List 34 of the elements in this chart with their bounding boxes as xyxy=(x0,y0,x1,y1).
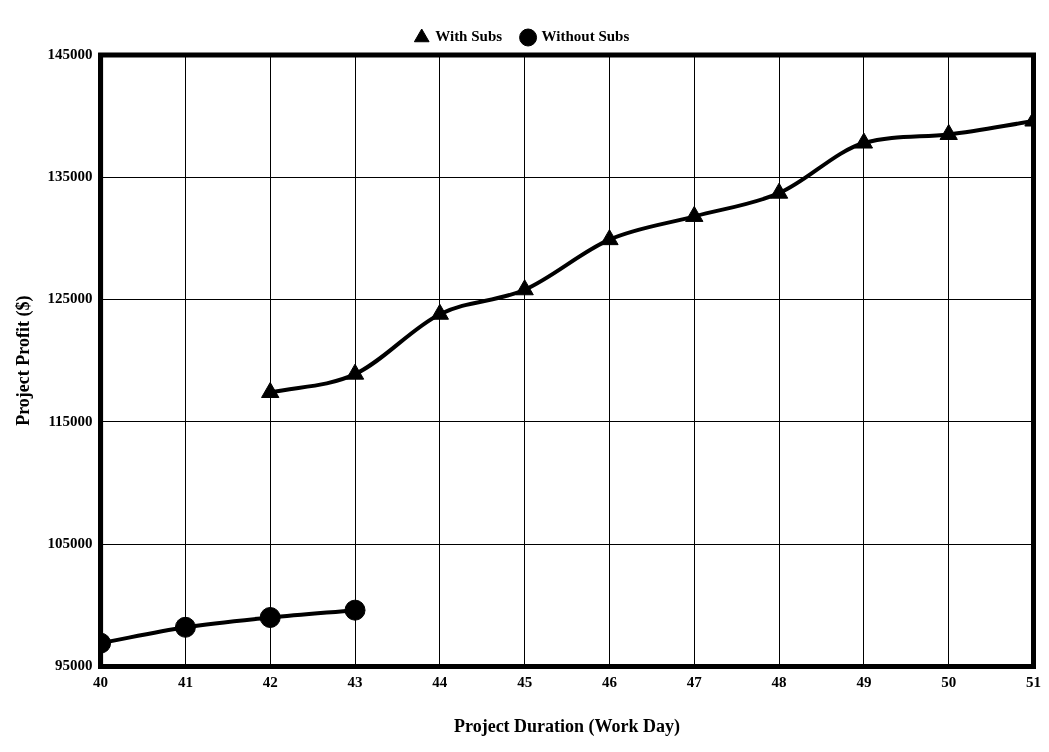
x-tick-label: 45 xyxy=(517,674,533,691)
x-tick-label: 47 xyxy=(686,674,703,691)
x-tick-label: 50 xyxy=(941,674,957,691)
legend-label: Without Subs xyxy=(541,28,630,45)
x-tick-label: 41 xyxy=(177,674,193,691)
point xyxy=(261,381,280,398)
y-tick-label: 145000 xyxy=(47,45,93,62)
y-tick-label: 105000 xyxy=(47,534,93,551)
point xyxy=(939,123,958,140)
y-tick-label: 95000 xyxy=(55,657,93,674)
x-tick-label: 40 xyxy=(93,674,109,691)
point xyxy=(344,599,366,621)
x-tick-label: 51 xyxy=(1026,674,1041,691)
x-tick-label: 46 xyxy=(601,674,618,691)
legend-label: With Subs xyxy=(435,28,503,45)
point xyxy=(685,205,704,222)
point xyxy=(345,363,365,380)
point xyxy=(174,616,196,638)
x-tick-label: 48 xyxy=(771,674,787,691)
point xyxy=(259,606,281,628)
x-tick-label: 42 xyxy=(262,674,278,691)
y-tick-label: 125000 xyxy=(47,290,93,307)
point xyxy=(600,229,619,246)
point xyxy=(515,279,534,296)
point xyxy=(430,303,449,320)
point xyxy=(769,182,789,199)
y-axis-title: Project Profit ($) xyxy=(13,295,35,426)
y-tick-label: 115000 xyxy=(48,412,93,429)
x-tick-label: 43 xyxy=(347,674,363,691)
x-tick-label: 44 xyxy=(432,674,448,691)
y-tick-label: 135000 xyxy=(47,168,93,185)
x-axis-title: Project Duration (Work Day) xyxy=(453,715,681,737)
x-tick-label: 49 xyxy=(856,674,872,691)
point xyxy=(854,132,874,149)
